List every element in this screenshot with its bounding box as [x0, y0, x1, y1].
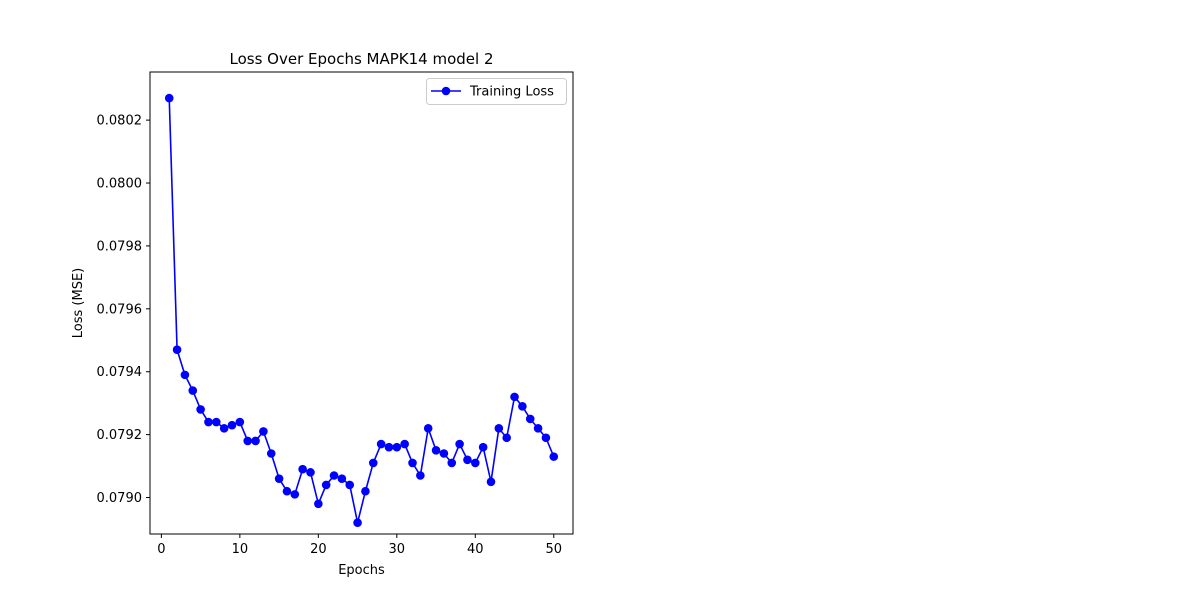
training-loss-point: [306, 468, 315, 477]
training-loss-point: [172, 345, 182, 355]
training-loss-point: [337, 474, 347, 483]
training-loss-point: [188, 386, 198, 395]
training-loss-point: [447, 458, 457, 468]
training-loss-point: [321, 480, 331, 490]
y-axis-label: Loss (MSE): [71, 268, 86, 338]
training-loss-point: [298, 464, 307, 474]
training-loss-point: [408, 458, 417, 468]
y-tick-label: 0.0796: [97, 302, 143, 317]
y-tick-label: 0.0792: [97, 428, 143, 443]
chart-title: Loss Over Epochs MAPK14 model 2: [230, 50, 494, 68]
legend-marker-swatch: [441, 86, 451, 96]
training-loss-point: [274, 474, 284, 483]
training-loss-point: [478, 442, 488, 452]
training-loss-point: [541, 433, 551, 443]
training-loss-point: [314, 499, 323, 509]
training-loss-point: [510, 392, 519, 402]
training-loss-point: [196, 405, 205, 414]
plot-background: [150, 72, 573, 534]
legend: Training Loss: [426, 78, 567, 105]
training-loss-point: [368, 458, 378, 468]
training-loss-point: [212, 417, 221, 427]
x-tick-label: 10: [232, 542, 249, 557]
training-loss-point: [392, 442, 402, 452]
training-loss-point: [376, 439, 386, 449]
training-loss-point: [431, 446, 441, 455]
training-loss-point: [525, 414, 535, 424]
training-loss-point: [164, 93, 174, 103]
x-tick-label: 20: [310, 542, 327, 557]
y-tick-label: 0.0798: [97, 239, 143, 254]
training-loss-point: [251, 436, 260, 446]
training-loss-point: [549, 452, 559, 461]
series-layer: [164, 93, 559, 527]
training-loss-point: [416, 471, 425, 480]
y-tick-label: 0.0800: [97, 177, 143, 192]
training-loss-point: [282, 486, 292, 496]
training-loss-point: [502, 433, 511, 443]
x-tick-label: 40: [467, 542, 484, 557]
training-loss-point: [400, 439, 409, 449]
training-loss-point: [470, 458, 480, 468]
plot-frame: [149, 71, 574, 535]
training-loss-point: [227, 420, 237, 430]
training-loss-point: [361, 486, 370, 496]
training-loss-point: [533, 424, 543, 433]
training-loss-point: [243, 436, 253, 446]
training-loss-point: [463, 455, 472, 465]
training-loss-point: [329, 471, 339, 480]
training-loss-point: [219, 424, 229, 433]
x-axis-ticks: 0 10 20 30 40 50: [157, 534, 562, 557]
training-loss-point: [494, 424, 504, 433]
training-loss-point: [518, 402, 527, 411]
training-loss-point: [353, 518, 362, 527]
x-tick-label: 0: [157, 542, 165, 557]
training-loss-point: [455, 439, 464, 449]
training-loss-point: [290, 490, 300, 499]
x-tick-label: 30: [389, 542, 406, 557]
y-tick-label: 0.0790: [97, 491, 143, 506]
training-loss-point: [180, 370, 190, 380]
training-loss-point: [345, 480, 355, 490]
training-loss-point: [439, 449, 449, 458]
legend-box: [426, 78, 567, 105]
y-tick-label: 0.0794: [97, 365, 143, 380]
legend-label: Training Loss: [469, 85, 554, 100]
x-axis-label: Epochs: [338, 563, 385, 578]
y-tick-label: 0.0802: [97, 114, 143, 129]
training-loss-point: [423, 424, 433, 433]
training-loss-point: [486, 477, 496, 487]
training-loss-point: [204, 417, 213, 427]
x-tick-label: 50: [545, 542, 562, 557]
training-loss-point: [235, 417, 245, 427]
training-loss-point: [266, 449, 276, 458]
training-loss-point: [259, 427, 268, 436]
training-loss-point: [384, 442, 394, 452]
y-axis-ticks: 0.0790 0.0792 0.0794 0.0796 0.0798 0.0800 0.08…: [97, 114, 150, 506]
